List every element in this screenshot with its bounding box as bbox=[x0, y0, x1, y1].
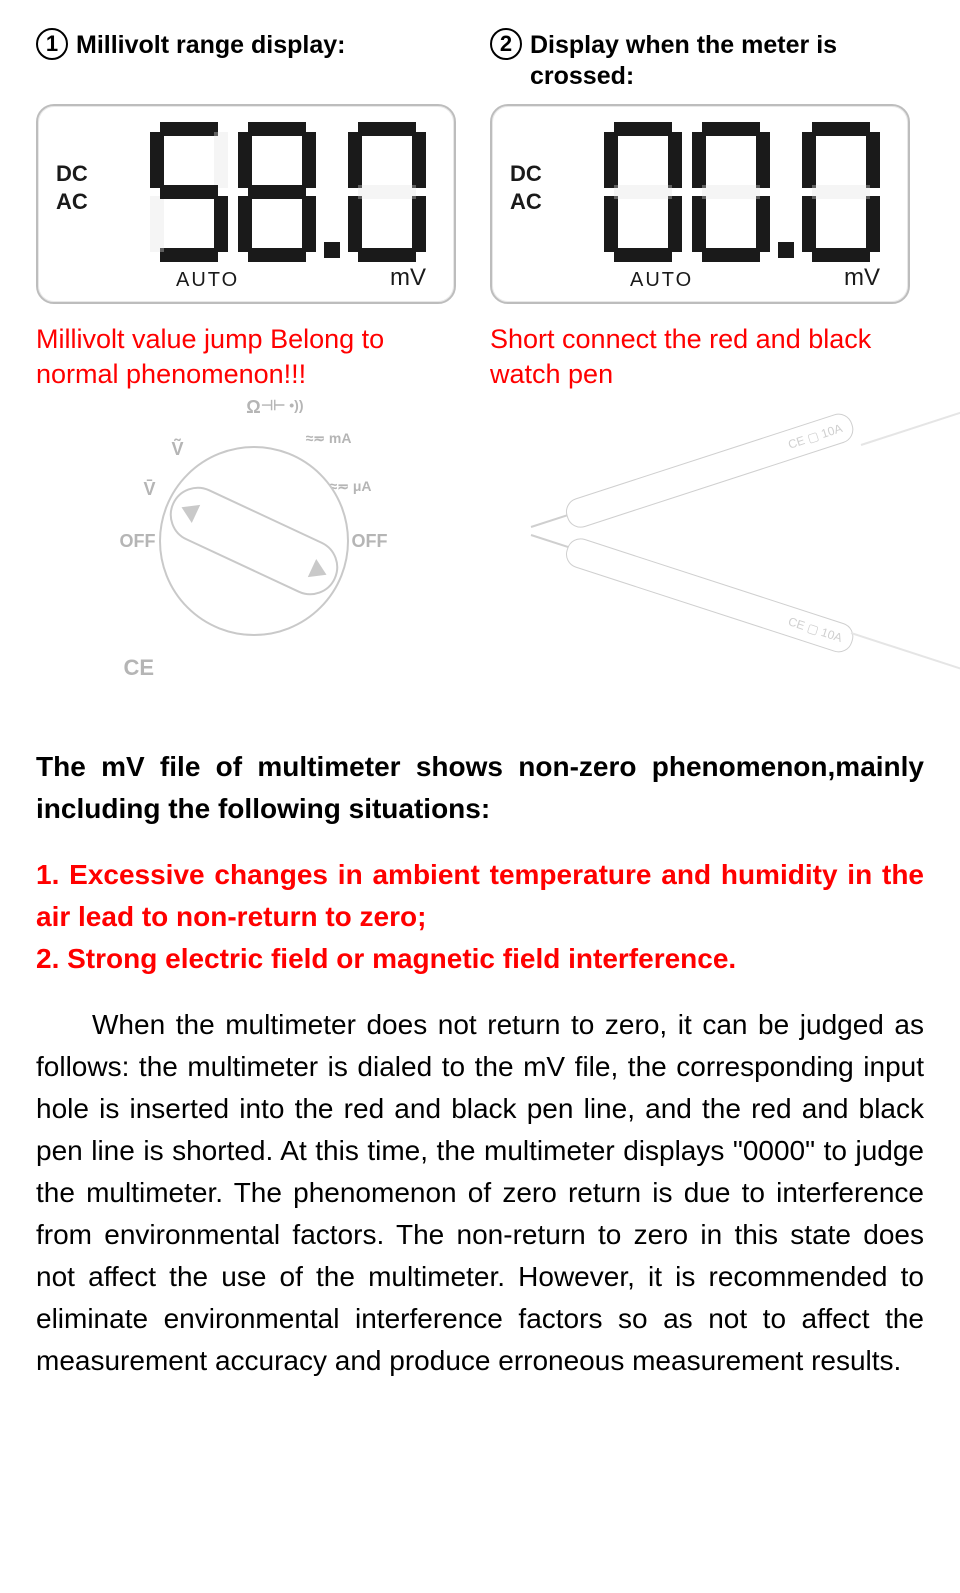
probe-upper-icon: CE ▢ 10A bbox=[562, 410, 857, 531]
lcd-auto-label: AUTO bbox=[176, 269, 239, 292]
lcd-panel-2: DC AC AUTO mV bbox=[490, 104, 910, 304]
dial-vbar-label: V̄ bbox=[144, 479, 156, 500]
caption-2: Short connect the red and black watch pe… bbox=[490, 322, 910, 392]
lcd-auto-label: AUTO bbox=[630, 269, 693, 292]
dial-off-left: OFF bbox=[120, 531, 156, 552]
heading-1-text: Millivolt range display: bbox=[76, 30, 346, 61]
dial-ua-label: ≈≂ μA bbox=[330, 479, 372, 493]
heading-2-text: Display when the meter is crossed: bbox=[530, 30, 924, 93]
probe-lower-icon: CE ▢ 10A bbox=[562, 535, 857, 656]
dial-vtilde-label: Ṽ bbox=[172, 439, 184, 460]
column-2: 2 Display when the meter is crossed: DC … bbox=[490, 30, 924, 392]
explain-red-list: 1. Excessive changes in ambient temperat… bbox=[36, 854, 924, 980]
lcd-ac-label: AC bbox=[56, 188, 88, 216]
lcd-dc-label: DC bbox=[56, 160, 88, 188]
dial-off-right: OFF bbox=[352, 531, 388, 552]
lcd-panel-1: DC AC AUTO mV bbox=[36, 104, 456, 304]
circled-number-2: 2 bbox=[490, 28, 522, 60]
lcd-ac-label: AC bbox=[510, 188, 542, 216]
lcd2-digits bbox=[604, 122, 880, 262]
explain-body: When the multimeter does not return to z… bbox=[36, 1004, 924, 1382]
probes-illustration: CE ▢ 10A CE ▢ 10A bbox=[491, 406, 924, 676]
dial-ce-label: CE bbox=[124, 655, 155, 681]
lcd1-digits bbox=[150, 122, 426, 262]
dial-ma-label: ≈≂ mA bbox=[306, 431, 352, 445]
circled-number-1: 1 bbox=[36, 28, 68, 60]
dial-ohm-label: Ω bbox=[246, 397, 260, 418]
lcd-unit-label: mV bbox=[844, 264, 880, 292]
decimal-point bbox=[778, 242, 794, 258]
probe-marking: CE ▢ 10A bbox=[786, 421, 844, 452]
column-1: 1 Millivolt range display: DC AC AUTO bbox=[36, 30, 470, 392]
heading-2: 2 Display when the meter is crossed: bbox=[490, 30, 924, 100]
lcd-unit-label: mV bbox=[390, 264, 426, 292]
caption-1: Millivolt value jump Belong to normal ph… bbox=[36, 322, 456, 392]
probe-marking: CE ▢ 10A bbox=[786, 615, 844, 646]
explain-lead: The mV file of multimeter shows non-zero… bbox=[36, 746, 924, 830]
lcd-dc-label: DC bbox=[510, 160, 542, 188]
heading-1: 1 Millivolt range display: bbox=[36, 30, 470, 100]
dial-illustration: Ω ⊣⊢ •)) Ṽ V̄ ≈≂ mA ≈≂ μA OFF OFF CE bbox=[36, 406, 471, 676]
decimal-point bbox=[324, 242, 340, 258]
explanation-section: The mV file of multimeter shows non-zero… bbox=[36, 746, 924, 1382]
dial-diode-label: ⊣⊢ •)) bbox=[261, 397, 304, 414]
